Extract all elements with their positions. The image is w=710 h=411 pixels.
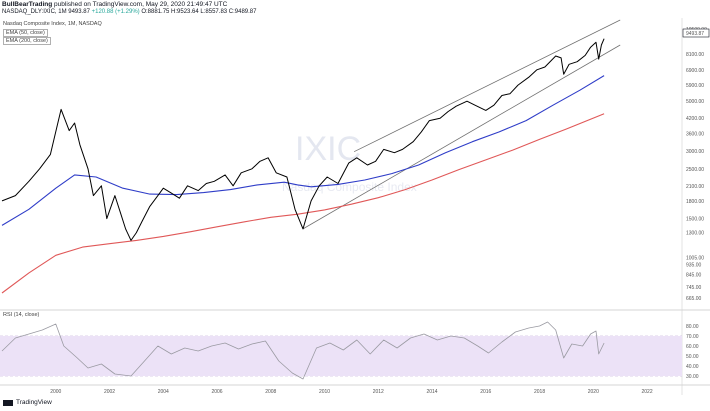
price-line [1, 38, 605, 241]
x-tick-label: 2000 [50, 389, 61, 395]
x-tick-label: 2002 [104, 389, 115, 395]
x-tick-label: 2004 [158, 389, 169, 395]
y-tick-label: 5900.00 [686, 83, 704, 89]
y-tick-label: 4200.00 [686, 116, 704, 122]
x-tick-label: 2008 [265, 389, 276, 395]
last-value: 9493.87 [68, 9, 90, 15]
tradingview-logo-icon [3, 399, 13, 406]
change-value: +120.88 (+1.29%) [91, 9, 140, 15]
x-tick-label: 2018 [534, 389, 545, 395]
rsi-label[interactable]: RSI (14, close) [3, 312, 39, 318]
y-tick-label: 6900.00 [686, 68, 704, 74]
legend-ema200[interactable]: EMA (200, close) [3, 37, 51, 45]
rsi-tick-label: 70.00 [686, 334, 699, 340]
last-price-tag [682, 28, 710, 38]
last-price-label: 9493.87 [686, 31, 704, 37]
y-tick-label: 845.00 [686, 273, 702, 279]
high-value: H:9523.64 [171, 9, 199, 15]
rsi-chip[interactable]: RSI (14, close) [3, 312, 40, 318]
y-tick-label: 1500.00 [686, 217, 704, 223]
rsi-tick-label: 50.00 [686, 354, 699, 360]
y-tick-label: 2500.00 [686, 167, 704, 173]
symbol-line: NASDAQ_DLY:IXIC, 1M [2, 9, 67, 15]
rsi-line [1, 321, 605, 380]
ema200-chip[interactable]: EMA (200, close) [3, 37, 51, 45]
legend-symbol: Nasdaq Composite Index, 1M, NASDAQ [3, 21, 102, 27]
y-tick-label: 5000.00 [686, 99, 704, 105]
watermark-ticker: IXIC [295, 130, 361, 168]
x-tick-label: 2014 [426, 389, 437, 395]
ema200-line [1, 113, 605, 294]
x-tick-label: 2022 [641, 389, 652, 395]
y-tick-label: 2100.00 [686, 184, 704, 190]
open-value: O:8881.75 [141, 9, 170, 15]
ema50-line [1, 75, 605, 226]
legend-ema50[interactable]: EMA (50, close) [3, 29, 48, 37]
y-tick-label: 1300.00 [686, 231, 704, 237]
rsi-tick-label: 80.00 [686, 324, 699, 330]
rsi-tick-label: 40.00 [686, 364, 699, 370]
y-tick-label: 935.00 [686, 263, 702, 269]
published-text: published on TradingView.com, May 29, 20… [54, 1, 228, 8]
footer: TradingView [3, 399, 52, 406]
close-value: C:9489.87 [228, 9, 257, 15]
y-tick-label: 8100.00 [686, 52, 704, 58]
low-value: L:8557.83 [200, 9, 228, 15]
rsi-tick-label: 30.00 [686, 374, 699, 380]
x-tick-label: 2012 [373, 389, 384, 395]
x-tick-label: 2020 [588, 389, 599, 395]
x-tick-label: 2016 [480, 389, 491, 395]
rsi-band [0, 336, 682, 376]
y-tick-label: 3000.00 [686, 149, 704, 155]
rsi-tick-label: 60.00 [686, 344, 699, 350]
y-tick-label: 1800.00 [686, 199, 704, 205]
x-tick-label: 2006 [211, 389, 222, 395]
y-tick-label: 3600.00 [686, 131, 704, 137]
channel-upper-line [353, 19, 621, 153]
publisher-name: BullBearTrading [2, 1, 53, 8]
ohlc-line: NASDAQ_DLY:IXIC, 1M 9493.87 +120.88 (+1.… [2, 9, 257, 15]
ema50-chip[interactable]: EMA (50, close) [3, 29, 48, 37]
footer-brand: TradingView [16, 399, 52, 406]
y-tick-label: 1005.00 [686, 256, 704, 262]
x-tick-label: 2010 [319, 389, 330, 395]
publish-line: BullBearTrading published on TradingView… [2, 1, 227, 8]
y-tick-label: 745.00 [686, 285, 702, 291]
watermark-name: Nasdaq Composite Index [282, 180, 417, 194]
y-tick-label: 665.00 [686, 296, 702, 302]
channel-lower-line [302, 44, 621, 230]
